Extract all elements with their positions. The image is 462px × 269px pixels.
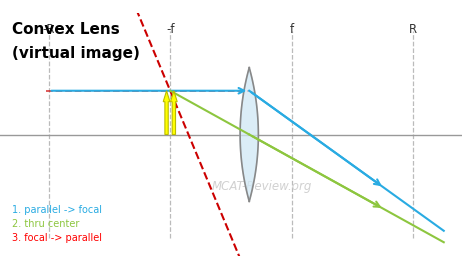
Polygon shape	[163, 91, 170, 134]
Polygon shape	[170, 91, 177, 134]
Text: 3. focal -> parallel: 3. focal -> parallel	[12, 233, 102, 243]
Text: 1. parallel -> focal: 1. parallel -> focal	[12, 206, 102, 215]
Text: Convex Lens: Convex Lens	[12, 22, 120, 37]
Text: MCAT-Review.org: MCAT-Review.org	[211, 180, 311, 193]
Text: -R: -R	[43, 23, 55, 36]
Text: (virtual image): (virtual image)	[12, 46, 140, 61]
Text: -f: -f	[166, 23, 175, 36]
Text: R: R	[409, 23, 418, 36]
Text: 2. thru center: 2. thru center	[12, 220, 79, 229]
Polygon shape	[240, 68, 258, 201]
Text: f: f	[290, 23, 294, 36]
